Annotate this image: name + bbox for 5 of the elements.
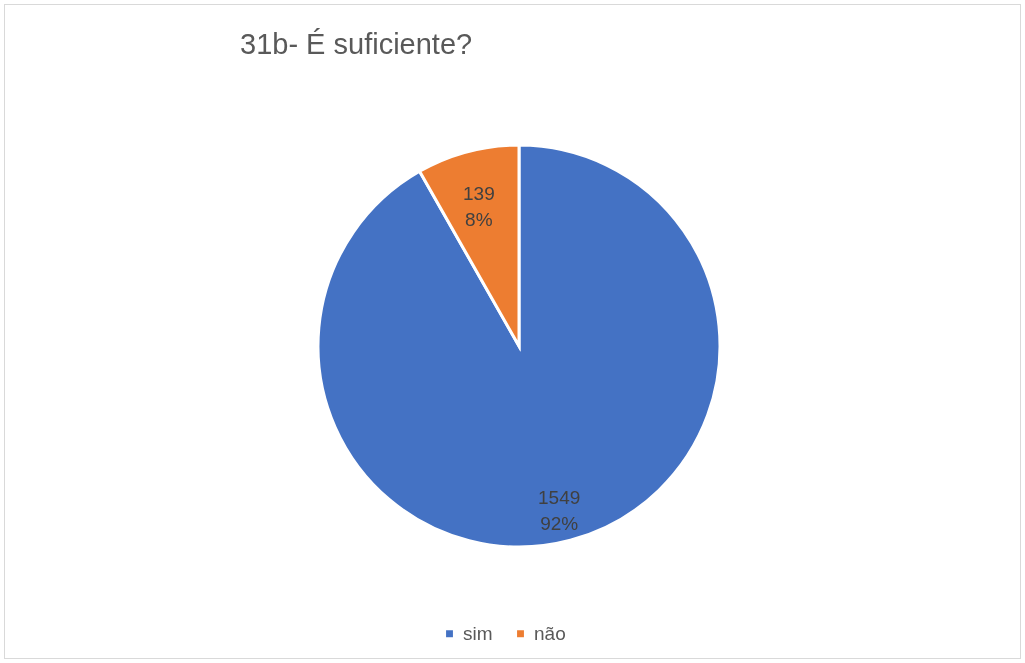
legend-label: sim: [463, 622, 493, 644]
data-label: 1549 92%: [538, 486, 581, 534]
legend-label: não: [534, 622, 566, 644]
chart-title: 31b- É suficiente?: [240, 28, 473, 60]
data-label: 139 8%: [462, 183, 495, 231]
